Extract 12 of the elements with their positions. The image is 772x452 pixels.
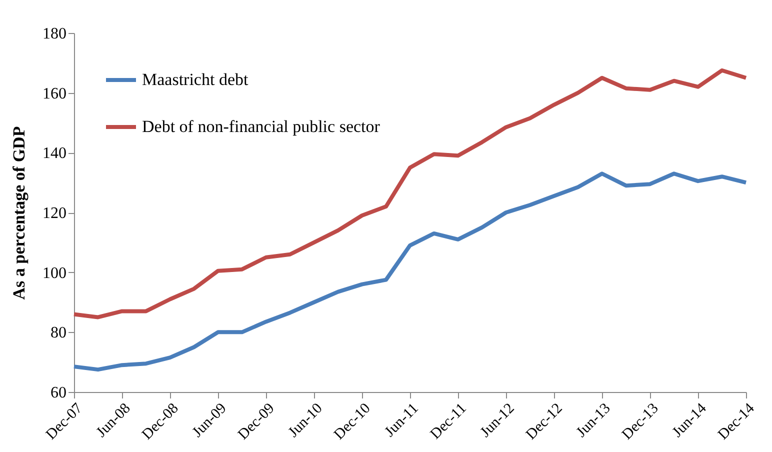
y-tick-label: 140 (42, 145, 66, 162)
legend-label: Maastricht debt (142, 70, 248, 89)
y-tick-label: 100 (42, 264, 66, 282)
y-tick-label: 160 (42, 85, 66, 102)
y-axis-title: As a percentage of GDP (10, 126, 28, 300)
legend-label: Debt of non-financial public sector (142, 117, 380, 136)
y-tick-label: 180 (42, 26, 66, 42)
y-tick-label: 80 (50, 324, 66, 342)
line-series (72, 68, 748, 320)
line-series (72, 172, 748, 372)
y-tick-label: 120 (42, 205, 66, 222)
y-tick-label: 60 (50, 384, 66, 402)
